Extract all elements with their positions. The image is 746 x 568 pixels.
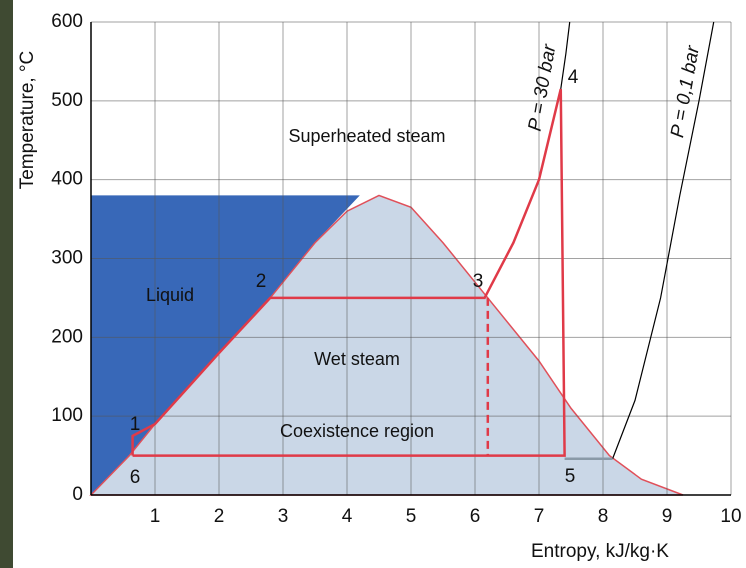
- x-tick-label: 1: [150, 506, 161, 527]
- y-tick-label: 0: [72, 484, 83, 505]
- x-tick-label: 3: [278, 506, 289, 527]
- x-tick-label: 2: [214, 506, 225, 527]
- x-tick-label: 9: [662, 506, 673, 527]
- y-tick-label: 400: [51, 169, 83, 190]
- region-label: Liquid: [146, 285, 194, 305]
- chart: Entropy, kJ/kg·K Temperature, °C 1 2 3 4 5 6 7…: [0, 0, 746, 568]
- point-label: 1: [130, 414, 141, 435]
- region-label: Superheated steam: [288, 126, 445, 146]
- y-tick-label: 100: [51, 405, 83, 426]
- region-label: Wet steam: [314, 349, 400, 369]
- photo-strip: [0, 0, 13, 568]
- x-axis-label: Entropy, kJ/kg·K: [531, 541, 669, 562]
- point-label: 4: [568, 67, 579, 88]
- y-tick-label: 600: [51, 11, 83, 32]
- x-tick-label: 8: [598, 506, 609, 527]
- y-tick-label: 200: [51, 326, 83, 347]
- isobar-label: P = 0,1 bar: [667, 44, 704, 140]
- y-axis-label: Temperature, °C: [17, 51, 38, 190]
- y-tick-label: 300: [51, 248, 83, 269]
- point-label: 6: [130, 467, 141, 488]
- point-label: 2: [256, 271, 267, 292]
- x-tick-label: 6: [470, 506, 481, 527]
- x-tick-label: 4: [342, 506, 353, 527]
- y-tick-label: 500: [51, 90, 83, 111]
- isobar-label: P = 30 bar: [525, 42, 561, 132]
- point-label: 5: [565, 466, 576, 487]
- region-label: Coexistence region: [280, 421, 434, 441]
- x-tick-label: 7: [534, 506, 545, 527]
- x-tick-label: 5: [406, 506, 417, 527]
- point-label: 3: [473, 271, 484, 292]
- x-tick-label: 10: [720, 506, 741, 527]
- isobar: [613, 22, 714, 459]
